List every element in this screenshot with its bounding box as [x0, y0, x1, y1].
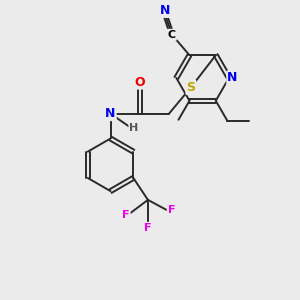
Text: N: N [227, 71, 238, 85]
Text: F: F [122, 209, 130, 220]
Text: C: C [168, 30, 176, 40]
Text: N: N [160, 4, 171, 17]
Text: N: N [105, 107, 116, 120]
Text: S: S [186, 81, 195, 94]
Text: F: F [168, 205, 175, 215]
Text: O: O [134, 76, 145, 88]
Text: H: H [129, 123, 139, 133]
Text: F: F [144, 223, 152, 233]
